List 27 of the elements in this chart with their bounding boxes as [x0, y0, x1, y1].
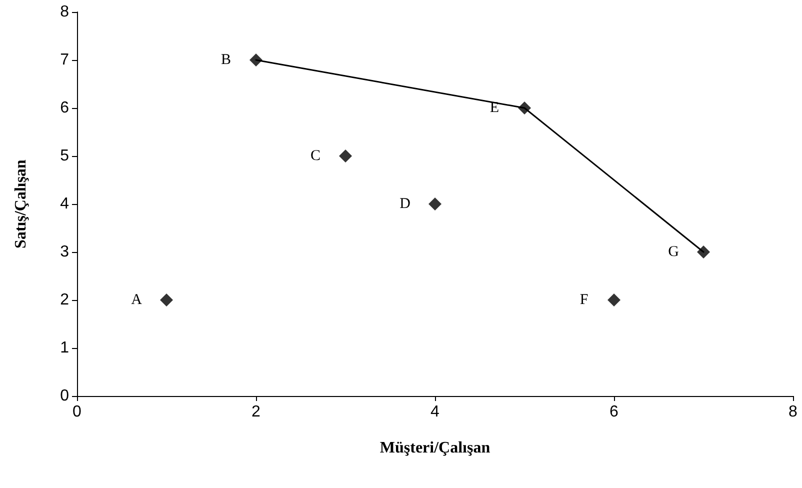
- y-axis-title: Satış/Çalışan: [12, 159, 30, 248]
- x-tick-label: 2: [252, 404, 261, 420]
- point: [428, 198, 442, 210]
- y-tick-label: 0: [60, 388, 70, 404]
- x-tick-label: 6: [610, 404, 619, 420]
- annotation: C: [310, 148, 321, 164]
- annotation: B: [220, 52, 232, 68]
- y-tick-label: 2: [60, 292, 70, 308]
- annotation: G: [668, 244, 680, 260]
- x-axis-title: Müşteri/Çalışan: [380, 440, 490, 456]
- x-tick-label: 4: [430, 404, 440, 420]
- y-tick-label: 6: [60, 100, 70, 116]
- x-tick-label: 8: [788, 404, 798, 420]
- annotation: D: [400, 196, 411, 212]
- point: [339, 150, 352, 162]
- point: [608, 294, 620, 306]
- y-tick-label: 3: [60, 244, 70, 260]
- annotation: F: [580, 292, 588, 308]
- x-tick-label: 0: [72, 404, 82, 420]
- annotation: A: [131, 292, 142, 308]
- y-tick-label: 7: [60, 52, 70, 68]
- point: [697, 246, 710, 258]
- y-tick-label: 4: [60, 196, 70, 212]
- point: [160, 294, 173, 306]
- y-tick-label: 1: [60, 340, 70, 356]
- y-tick-label: 5: [60, 148, 70, 164]
- y-tick-label: 8: [60, 4, 70, 20]
